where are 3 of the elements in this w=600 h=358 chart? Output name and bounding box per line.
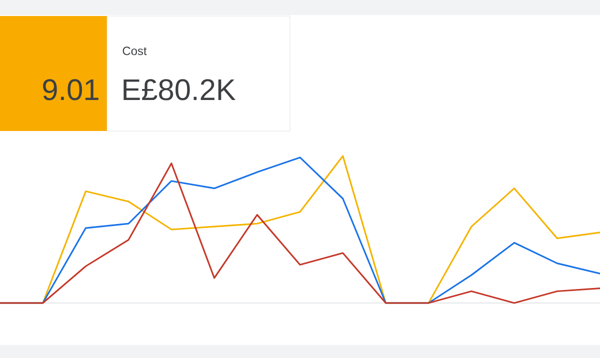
text: Cost — [122, 46, 147, 56]
text: 9.01 — [43, 79, 98, 100]
text: E£80.2K — [124, 79, 236, 100]
